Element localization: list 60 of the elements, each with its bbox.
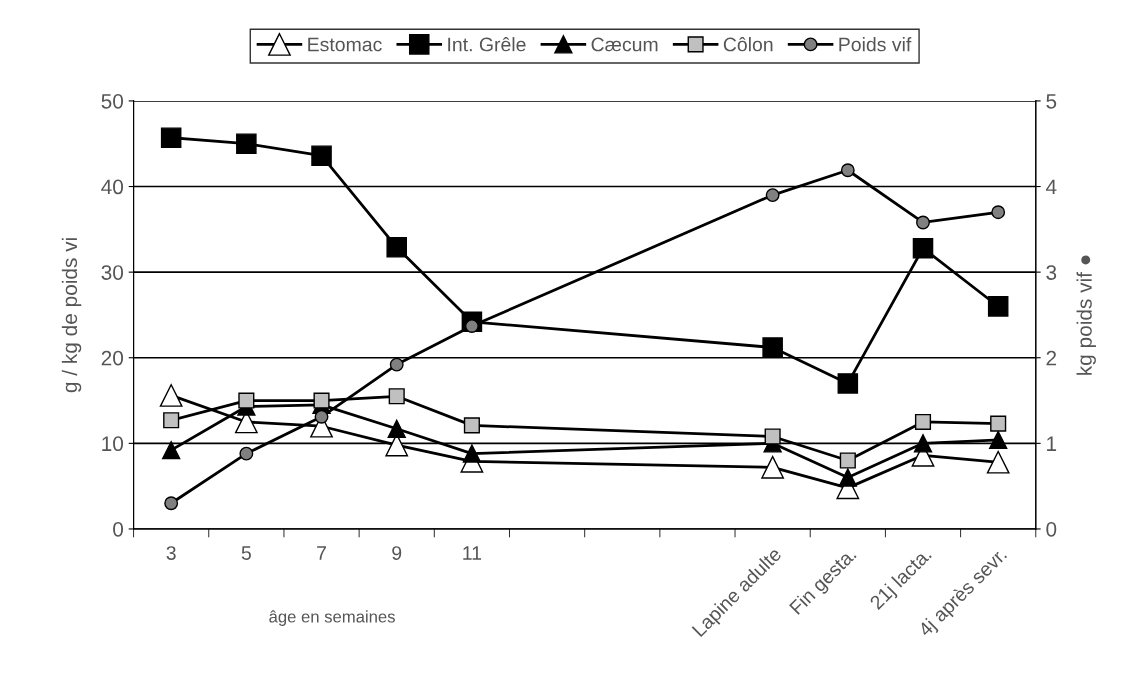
point [913, 434, 933, 453]
y2-tick-label: 1 [1047, 436, 1057, 451]
point [164, 496, 179, 511]
y-tick-label: 20 [101, 350, 124, 366]
point [838, 468, 857, 487]
point [159, 384, 183, 407]
point [163, 412, 180, 429]
point [388, 388, 405, 405]
legend-label: Cæcum [591, 37, 658, 52]
legend-label: Estomac [308, 37, 382, 52]
x-axis-title: âge en semaines [269, 610, 395, 626]
y2-tick-label: 5 [1046, 94, 1057, 109]
legend-label: Poids vif [839, 37, 912, 52]
y-tick-label: 30 [101, 265, 124, 280]
y-tick-label: 40 [101, 179, 124, 195]
point [989, 430, 1008, 450]
point [840, 163, 855, 178]
point [914, 413, 932, 431]
x-tick-label: 21j lacta. [868, 546, 935, 613]
point [162, 441, 181, 460]
point [990, 415, 1007, 432]
y2-tick-label: 3 [1046, 265, 1057, 280]
point [387, 419, 406, 438]
y2-tick-label: 2 [1046, 350, 1057, 366]
y2-axis-title: kg poids vif ● [1076, 255, 1096, 375]
point [839, 452, 856, 469]
point [386, 237, 407, 258]
point [389, 357, 404, 372]
point [311, 145, 332, 166]
x-tick-label: 11 [463, 546, 482, 560]
point [160, 127, 182, 149]
y-tick-label: 50 [101, 93, 124, 109]
point [986, 450, 1010, 474]
point [462, 444, 482, 463]
point [238, 392, 255, 409]
y-tick-label: 0 [113, 521, 124, 537]
y2-tick-label: 4 [1045, 179, 1057, 195]
point [916, 215, 930, 230]
y2-tick-label: 0 [1046, 521, 1057, 537]
x-tick-label: 5 [241, 546, 251, 560]
x-tick-label: 7 [317, 546, 326, 560]
point [463, 417, 480, 434]
point [762, 337, 783, 358]
point [761, 455, 785, 479]
point [313, 392, 330, 409]
legend-label: Int. Grêle [448, 37, 526, 52]
point [764, 428, 781, 445]
x-tick-label: 3 [166, 546, 176, 560]
y-axis-title: g / kg de poids vi [61, 238, 82, 393]
point [987, 296, 1009, 317]
point [239, 446, 254, 461]
legend-label: Côlon [723, 37, 773, 52]
y-tick-label: 10 [102, 436, 124, 452]
point [991, 205, 1006, 220]
point [314, 409, 329, 424]
point [912, 237, 934, 259]
point [765, 188, 780, 203]
point [236, 133, 257, 155]
x-tick-label: 9 [392, 546, 402, 560]
point [837, 373, 859, 394]
